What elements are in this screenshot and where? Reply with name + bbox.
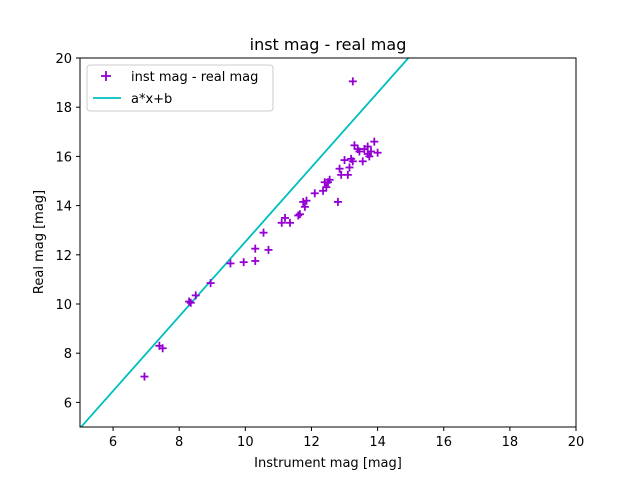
scatter-series [140, 77, 382, 381]
data-point [281, 213, 290, 222]
y-tick-label: 16 [55, 150, 72, 165]
fit-line-series [80, 58, 410, 427]
legend-box [86, 64, 274, 112]
plot-frame [79, 57, 577, 428]
data-point [322, 183, 331, 192]
chart-title: inst mag - real mag [250, 35, 407, 54]
data-point [333, 197, 342, 206]
x-axis: 6 8 10 12 14 16 18 20 [109, 427, 584, 450]
y-tick-label: 18 [55, 101, 72, 116]
data-point [277, 218, 286, 227]
data-point [140, 372, 149, 381]
data-point [348, 77, 357, 86]
fit-line [80, 58, 410, 427]
data-point [340, 156, 349, 165]
data-point [355, 147, 364, 156]
x-tick-label: 6 [109, 435, 117, 450]
data-point [239, 258, 248, 267]
y-tick-label: 12 [55, 249, 72, 264]
data-point [343, 170, 352, 179]
data-point [366, 147, 375, 156]
data-point [335, 164, 344, 173]
data-point [345, 163, 354, 172]
x-tick-label: 18 [502, 435, 519, 450]
data-point [325, 175, 334, 184]
x-tick-label: 12 [303, 435, 320, 450]
x-tick-label: 14 [369, 435, 386, 450]
x-axis-title: Instrument mag [mag] [254, 456, 402, 471]
legend: inst mag - real mag a*x+b [86, 64, 274, 112]
data-point [285, 218, 294, 227]
data-point [185, 297, 194, 306]
data-point [348, 157, 357, 166]
y-tick-label: 6 [64, 396, 72, 411]
data-point [186, 298, 195, 307]
data-point [363, 142, 372, 151]
y-tick-label: 10 [55, 298, 72, 313]
data-point [358, 157, 367, 166]
x-tick-label: 8 [175, 435, 183, 450]
y-tick-label: 14 [55, 200, 72, 215]
data-point [191, 291, 200, 300]
y-tick-label: 8 [64, 347, 72, 362]
data-point [310, 189, 319, 198]
legend-marker-plus [101, 71, 111, 81]
plot-area [80, 58, 410, 427]
data-point [295, 210, 304, 219]
data-point [302, 196, 311, 205]
data-point [259, 228, 268, 237]
data-point [294, 211, 303, 220]
data-point [300, 202, 309, 211]
y-axis-title: Real mag [mag] [32, 190, 47, 294]
legend-label-fit: a*x+b [131, 92, 172, 107]
y-tick-label: 20 [55, 52, 72, 67]
data-point [264, 245, 273, 254]
data-point [365, 152, 374, 161]
data-point [373, 148, 382, 157]
data-point [206, 279, 215, 288]
y-axis: 6 8 10 12 14 16 18 20 [55, 52, 80, 411]
data-point [370, 137, 379, 146]
data-point [158, 344, 167, 353]
x-tick-label: 16 [435, 435, 452, 450]
data-point [251, 256, 260, 265]
data-point [251, 244, 260, 253]
x-tick-label: 20 [568, 435, 585, 450]
x-tick-label: 10 [237, 435, 254, 450]
legend-label-scatter: inst mag - real mag [131, 70, 258, 85]
data-point [226, 259, 235, 268]
